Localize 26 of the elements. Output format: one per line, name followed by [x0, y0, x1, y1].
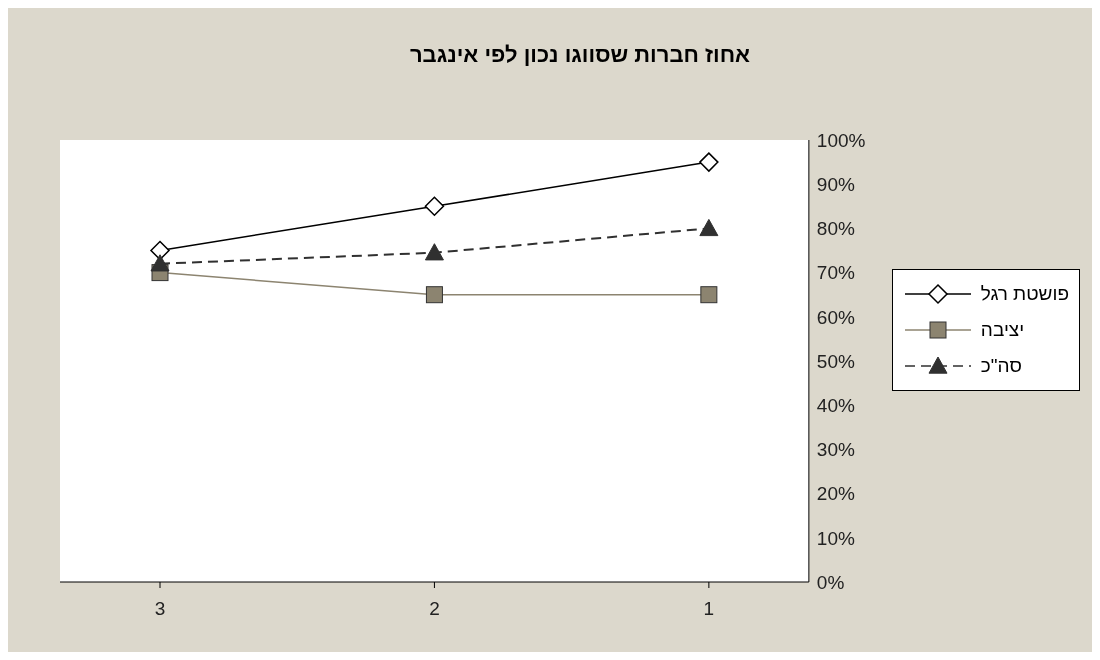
point [424, 243, 444, 261]
point [424, 196, 445, 217]
point [700, 286, 718, 304]
y-tick-label: 70% [816, 262, 855, 284]
point [699, 152, 719, 172]
x-tick-label: 2 [429, 598, 440, 620]
point [150, 240, 170, 261]
y-tick-label: 0% [816, 571, 845, 593]
y-tick-label: 40% [816, 394, 855, 416]
y-tick-label: 50% [816, 350, 855, 372]
x-tick-label: 1 [703, 598, 715, 620]
y-tick-label: 100% [816, 129, 866, 151]
y-tick-label: 20% [816, 483, 855, 505]
chart-title: אחוז חברות שסווגו נכון לפי אינגבר [408, 42, 752, 68]
y-tick-label: 10% [816, 527, 855, 549]
legend-label: סה"כ [980, 355, 1022, 377]
legend-label: יציבה [980, 319, 1025, 341]
point [150, 254, 170, 272]
x-tick-label: 3 [154, 598, 166, 620]
y-tick-label: 90% [816, 173, 855, 195]
point [425, 286, 443, 304]
y-tick-label: 60% [816, 306, 855, 328]
legend-label: פושטת רגל [980, 283, 1069, 305]
y-tick-label: 30% [816, 439, 855, 461]
y-tick-label: 80% [816, 218, 855, 240]
point [699, 218, 719, 237]
